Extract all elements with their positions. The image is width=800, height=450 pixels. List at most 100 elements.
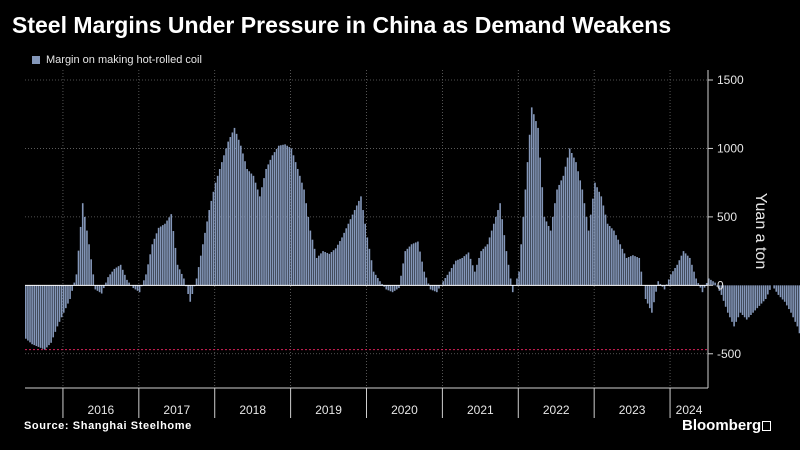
bar	[758, 285, 761, 306]
year-label: 2022	[543, 403, 570, 417]
bar	[779, 285, 782, 298]
bar	[589, 214, 592, 286]
bar	[503, 235, 506, 286]
y-axis-label: Yuan a ton	[752, 193, 769, 270]
bar	[632, 255, 634, 286]
bar	[783, 285, 786, 302]
bar	[292, 155, 295, 286]
bar	[419, 251, 421, 286]
bar	[176, 264, 179, 286]
bar	[210, 200, 213, 286]
bar	[796, 285, 799, 327]
legend-swatch	[32, 56, 40, 64]
bar	[151, 244, 154, 286]
year-label: 2021	[467, 403, 494, 417]
bar	[103, 285, 105, 289]
bar	[670, 274, 672, 286]
bar	[366, 237, 369, 286]
bar	[330, 252, 333, 286]
bar	[680, 255, 683, 286]
bar	[682, 251, 685, 286]
bar	[263, 178, 265, 286]
bar	[684, 253, 687, 286]
bar	[162, 225, 164, 286]
bar	[621, 248, 624, 286]
bar	[37, 285, 40, 347]
bar	[372, 271, 375, 286]
bar	[377, 278, 379, 286]
bar	[237, 139, 240, 286]
bar	[646, 285, 649, 304]
bar	[166, 220, 168, 286]
bar	[619, 244, 622, 286]
bar	[267, 164, 270, 286]
bar	[509, 278, 512, 286]
bar	[471, 265, 474, 286]
bar	[697, 283, 700, 286]
bar	[96, 285, 99, 291]
bar	[351, 214, 354, 286]
bar	[178, 269, 181, 286]
bar	[592, 198, 594, 286]
bar	[657, 281, 660, 286]
bar	[117, 266, 120, 286]
bar	[444, 278, 447, 286]
bar	[309, 230, 312, 286]
bar	[39, 285, 42, 348]
bar	[273, 152, 276, 286]
year-label: 2019	[315, 403, 342, 417]
bar	[145, 274, 147, 286]
bar	[518, 271, 520, 286]
bar	[602, 205, 605, 286]
bar	[716, 285, 719, 287]
bar	[497, 210, 499, 286]
bar	[452, 264, 455, 286]
bar	[448, 271, 451, 286]
bar	[25, 285, 27, 339]
bar	[126, 279, 128, 286]
bar	[583, 203, 586, 286]
bar	[695, 278, 697, 286]
bar	[231, 132, 234, 286]
bar	[100, 285, 103, 294]
bar	[623, 253, 626, 286]
bar	[752, 285, 754, 313]
bar	[463, 256, 466, 286]
bar	[516, 278, 518, 286]
bar	[157, 227, 160, 286]
bar	[414, 242, 417, 286]
bar	[611, 228, 613, 286]
bar	[353, 210, 356, 286]
bar	[566, 157, 569, 286]
bar	[613, 230, 615, 286]
bar	[638, 257, 641, 286]
bar	[653, 285, 655, 303]
y-tick-label: 500	[717, 210, 737, 224]
bar	[552, 216, 554, 286]
bar	[65, 285, 67, 309]
bar	[284, 144, 286, 286]
bar	[212, 191, 215, 286]
bar	[701, 285, 704, 293]
bar	[60, 285, 63, 318]
bar	[579, 180, 582, 286]
bar	[429, 285, 432, 290]
bar	[714, 282, 716, 286]
bar	[153, 238, 156, 286]
bar	[111, 271, 114, 286]
bar	[349, 219, 352, 286]
bar	[332, 250, 335, 286]
bar	[271, 155, 274, 286]
bar	[739, 285, 742, 313]
bar	[225, 148, 227, 286]
bar	[301, 182, 303, 286]
bar	[511, 285, 514, 293]
bar	[651, 285, 653, 313]
bar	[84, 216, 86, 286]
bar	[573, 157, 575, 286]
bar	[29, 285, 31, 343]
bar	[455, 260, 457, 286]
bar	[258, 196, 261, 286]
bar	[644, 285, 647, 300]
bar	[81, 203, 84, 286]
